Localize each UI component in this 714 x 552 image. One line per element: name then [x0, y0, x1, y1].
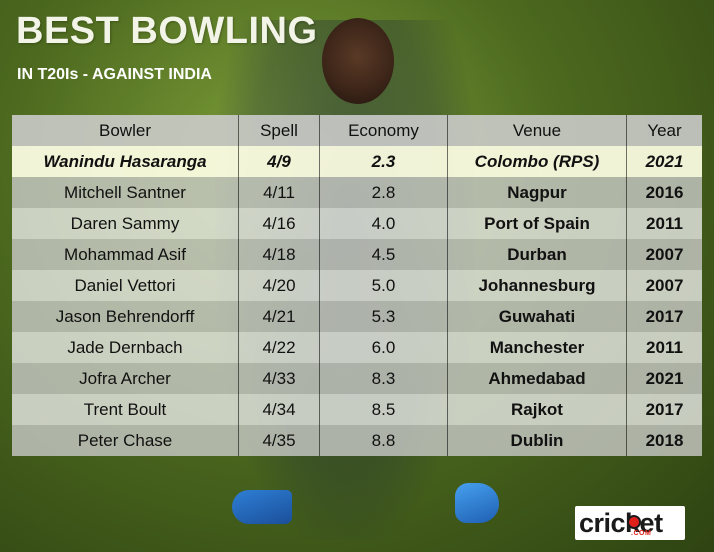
cell-venue: Manchester: [447, 332, 627, 363]
cell-year: 2007: [626, 239, 702, 270]
cell-bowler: Daniel Vettori: [12, 270, 239, 301]
cell-economy: 6.0: [319, 332, 448, 363]
cricket-ball-icon: [627, 515, 641, 529]
cell-year: 2017: [626, 301, 702, 332]
cell-economy: 4.0: [319, 208, 448, 239]
cell-venue: Nagpur: [447, 177, 627, 208]
table-row: Daniel Vettori 4/20 5.0 Johannesburg 200…: [12, 270, 702, 301]
table-header-row: Bowler Spell Economy Venue Year: [12, 115, 702, 146]
cell-bowler: Mohammad Asif: [12, 239, 239, 270]
logo-wordmark: cricket: [579, 508, 663, 538]
header-year: Year: [626, 115, 702, 146]
cell-spell: 4/35: [238, 425, 320, 456]
cell-year: 2016: [626, 177, 702, 208]
cell-venue: Port of Spain: [447, 208, 627, 239]
header-bowler: Bowler: [12, 115, 239, 146]
header-venue: Venue: [447, 115, 627, 146]
cricket-com-logo: cricket .COM: [575, 506, 685, 540]
cell-year: 2011: [626, 208, 702, 239]
cell-venue: Rajkot: [447, 394, 627, 425]
table-row: Jade Dernbach 4/22 6.0 Manchester 2011: [12, 332, 702, 363]
cell-economy: 5.0: [319, 270, 448, 301]
cell-spell: 4/21: [238, 301, 320, 332]
table-row: Daren Sammy 4/16 4.0 Port of Spain 2011: [12, 208, 702, 239]
cell-economy: 5.3: [319, 301, 448, 332]
table-row: Mitchell Santner 4/11 2.8 Nagpur 2016: [12, 177, 702, 208]
header-economy: Economy: [319, 115, 448, 146]
cell-venue: Johannesburg: [447, 270, 627, 301]
cell-venue: Guwahati: [447, 301, 627, 332]
cell-economy: 2.3: [319, 146, 448, 177]
cell-bowler: Mitchell Santner: [12, 177, 239, 208]
background-shoe-left: [232, 490, 292, 524]
cell-year: 2021: [626, 363, 702, 394]
bowling-stats-table: Bowler Spell Economy Venue Year Wanindu …: [12, 115, 702, 456]
cell-year: 2021: [626, 146, 702, 177]
cell-spell: 4/18: [238, 239, 320, 270]
cell-venue: Durban: [447, 239, 627, 270]
cell-bowler: Wanindu Hasaranga: [12, 146, 239, 177]
table-row: Peter Chase 4/35 8.8 Dublin 2018: [12, 425, 702, 456]
table-row: Jason Behrendorff 4/21 5.3 Guwahati 2017: [12, 301, 702, 332]
cell-bowler: Daren Sammy: [12, 208, 239, 239]
cell-economy: 8.8: [319, 425, 448, 456]
cell-economy: 8.3: [319, 363, 448, 394]
background-player-head: [322, 18, 394, 104]
table-row: Wanindu Hasaranga 4/9 2.3 Colombo (RPS) …: [12, 146, 702, 177]
cell-economy: 4.5: [319, 239, 448, 270]
cell-year: 2007: [626, 270, 702, 301]
cell-bowler: Jofra Archer: [12, 363, 239, 394]
background-shoe-right: [455, 483, 499, 523]
table-row: Trent Boult 4/34 8.5 Rajkot 2017: [12, 394, 702, 425]
cell-venue: Ahmedabad: [447, 363, 627, 394]
header-spell: Spell: [238, 115, 320, 146]
page-title: BEST BOWLING: [16, 10, 318, 52]
logo-domain: .COM: [631, 530, 652, 537]
cell-spell: 4/11: [238, 177, 320, 208]
cell-spell: 4/16: [238, 208, 320, 239]
cell-economy: 2.8: [319, 177, 448, 208]
cell-bowler: Jason Behrendorff: [12, 301, 239, 332]
cell-spell: 4/33: [238, 363, 320, 394]
table-row: Mohammad Asif 4/18 4.5 Durban 2007: [12, 239, 702, 270]
cell-spell: 4/22: [238, 332, 320, 363]
cell-spell: 4/20: [238, 270, 320, 301]
cell-bowler: Trent Boult: [12, 394, 239, 425]
cell-spell: 4/9: [238, 146, 320, 177]
cell-economy: 8.5: [319, 394, 448, 425]
cell-bowler: Peter Chase: [12, 425, 239, 456]
cell-year: 2011: [626, 332, 702, 363]
cell-bowler: Jade Dernbach: [12, 332, 239, 363]
cell-spell: 4/34: [238, 394, 320, 425]
cell-venue: Colombo (RPS): [447, 146, 627, 177]
table-row: Jofra Archer 4/33 8.3 Ahmedabad 2021: [12, 363, 702, 394]
cell-venue: Dublin: [447, 425, 627, 456]
cell-year: 2018: [626, 425, 702, 456]
cell-year: 2017: [626, 394, 702, 425]
page-subtitle: IN T20Is - AGAINST INDIA: [17, 66, 212, 83]
